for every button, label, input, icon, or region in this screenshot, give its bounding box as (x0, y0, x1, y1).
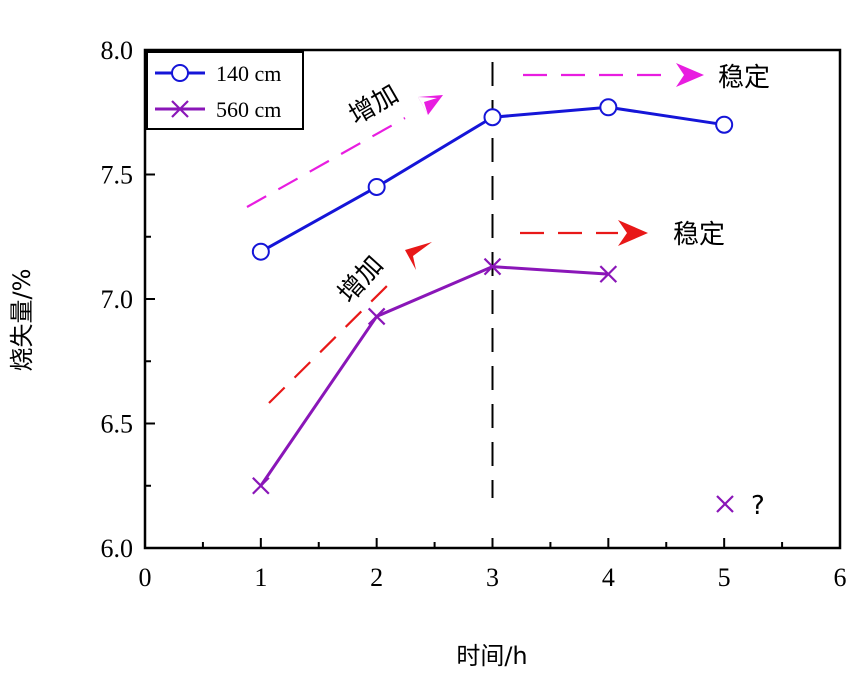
x-tick-label: 2 (370, 563, 383, 592)
legend-swatch-marker (171, 100, 189, 118)
series-2-point-stroke-b (367, 307, 386, 326)
lower-stable-arrow-head (618, 220, 648, 246)
x-tick-label: 4 (602, 563, 615, 592)
lower-stable-label: 稳定 (673, 220, 725, 250)
upper-stable-arrow-head (676, 63, 704, 87)
lower-increase-label: 增加 (333, 250, 390, 309)
legend-swatch-marker-stroke-b (171, 100, 189, 118)
upper-stable-arrow (523, 63, 704, 87)
series-2-point-stroke-b (483, 257, 502, 276)
legend-swatch-marker (171, 64, 189, 82)
y-axis-title: 烧失量/% (8, 269, 36, 372)
legend-label: 560 cm (216, 97, 281, 122)
series-1-point (715, 115, 734, 134)
series-1-point (483, 108, 502, 127)
series-2-point-stroke-b (599, 265, 618, 283)
series-2-point (599, 265, 618, 283)
x-tick-label: 1 (254, 563, 267, 592)
x-tick-label: 5 (718, 563, 731, 592)
question-marker (716, 495, 734, 513)
series-1 (251, 98, 734, 261)
x-tick-label: 6 (834, 563, 847, 592)
series-2-point (483, 257, 502, 276)
series-2-point-stroke-b (252, 476, 270, 495)
question-marker-x-b (716, 495, 734, 513)
lower-increase-arrow (268, 242, 432, 404)
lower-stable-arrow (520, 220, 648, 246)
series-1-point (367, 177, 386, 196)
series-1-point (251, 242, 270, 261)
y-tick-label: 6.0 (101, 534, 134, 563)
y-tick-label: 6.5 (101, 410, 134, 439)
upper-stable-label: 稳定 (718, 63, 770, 93)
series-layer (251, 98, 734, 495)
question-marker-label: ? (751, 491, 765, 521)
legend-label: 140 cm (216, 61, 281, 86)
upper-increase-arrow-head-notch (418, 97, 437, 115)
lower-increase-arrow-shaft (268, 277, 396, 404)
y-tick-label: 7.5 (101, 161, 134, 190)
upper-increase-label: 增加 (344, 79, 404, 131)
lower-increase-arrow-head (405, 242, 432, 270)
series-1-point (599, 98, 618, 117)
series-2-line (259, 265, 609, 487)
y-tick-label: 8.0 (101, 36, 134, 65)
x-tick-label: 0 (139, 563, 152, 592)
y-tick-label: 7.0 (101, 285, 134, 314)
x-axis-title: 时间/h (456, 642, 527, 670)
series-2-point (252, 476, 270, 495)
series-2 (252, 257, 618, 495)
legend: 140 cm 560 cm (155, 61, 281, 122)
axis-tick-labels: 0 1 2 3 4 5 6 6.0 6.5 7.0 7.5 8.0 (101, 36, 847, 592)
x-tick-label: 3 (486, 563, 499, 592)
series-2-point (367, 307, 386, 326)
upper-increase-arrow-shaft (246, 117, 406, 208)
upper-increase-arrow (246, 95, 443, 208)
